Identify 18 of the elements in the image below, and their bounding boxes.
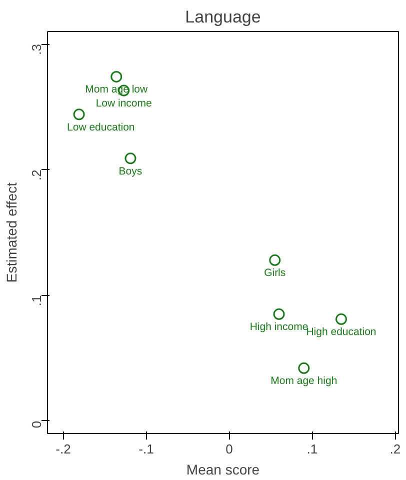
x-axis-title: Mean score: [186, 462, 260, 478]
x-tick-label: 0: [226, 442, 233, 456]
x-tick-label: -.2: [56, 442, 71, 456]
y-tick-label: .1: [29, 295, 44, 306]
annotation: Low education: [67, 121, 135, 134]
annotation: High income: [250, 321, 308, 334]
y-tick-label: .3: [29, 44, 44, 55]
x-tick-label: .2: [390, 442, 401, 456]
x-tick-label: .1: [306, 442, 318, 456]
y-tick-label: 0: [29, 420, 44, 428]
annotation: Girls: [264, 267, 286, 280]
chart-title: Language: [185, 8, 261, 26]
y-tick-label: .2: [29, 170, 44, 181]
x-tick-label: -.1: [138, 442, 154, 456]
annotation: Mom age high: [270, 375, 338, 388]
annotation: Low income: [96, 98, 152, 110]
annotation: Boys: [118, 165, 142, 178]
y-axis-title: Estimated effect: [4, 182, 20, 283]
